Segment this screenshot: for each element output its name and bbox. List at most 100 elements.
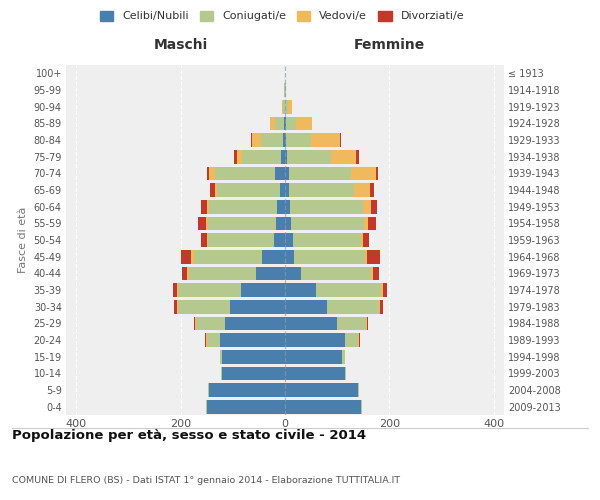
Y-axis label: Fasce di età: Fasce di età (18, 207, 28, 273)
Bar (376, 166, 379, 180)
Bar (289, 166, 351, 180)
Bar (207, 166, 209, 180)
Bar (282, 100, 283, 114)
Bar (285, 300, 327, 314)
Bar (234, 150, 236, 164)
Bar (230, 300, 285, 314)
Bar (281, 150, 285, 164)
Bar (280, 183, 285, 197)
Text: Maschi: Maschi (154, 38, 208, 52)
Bar (285, 166, 289, 180)
Bar (285, 183, 289, 197)
Bar (364, 216, 368, 230)
Bar (187, 266, 188, 280)
Bar (173, 283, 177, 297)
Bar (191, 250, 194, 264)
Bar (285, 100, 287, 114)
Bar (345, 366, 346, 380)
Bar (208, 200, 209, 213)
Bar (345, 333, 358, 347)
Bar (206, 333, 207, 347)
Bar (211, 183, 215, 197)
Bar (177, 300, 178, 314)
Bar (181, 250, 191, 264)
Bar (285, 333, 345, 347)
Bar (201, 200, 208, 213)
Bar (188, 266, 256, 280)
Bar (223, 350, 285, 364)
Bar (207, 400, 285, 413)
Bar (275, 166, 285, 180)
Bar (286, 116, 296, 130)
Bar (343, 350, 345, 364)
Bar (206, 400, 207, 413)
Bar (277, 200, 285, 213)
Bar (285, 250, 295, 264)
Bar (217, 183, 280, 197)
Bar (285, 316, 337, 330)
Bar (241, 283, 285, 297)
Bar (285, 266, 301, 280)
Bar (361, 233, 363, 247)
Bar (358, 383, 359, 397)
Bar (215, 183, 217, 197)
Bar (331, 150, 356, 164)
Bar (285, 133, 286, 147)
Bar (373, 266, 379, 280)
Bar (368, 216, 376, 230)
Text: Popolazione per età, sesso e stato civile - 2014: Popolazione per età, sesso e stato civil… (12, 430, 366, 442)
Bar (356, 150, 359, 164)
Text: COMUNE DI FLERO (BS) - Dati ISTAT 1° gennaio 2014 - Elaborazione TUTTITALIA.IT: COMUNE DI FLERO (BS) - Dati ISTAT 1° gen… (12, 476, 400, 485)
Bar (284, 116, 285, 130)
Bar (242, 150, 281, 164)
Bar (221, 366, 223, 380)
Bar (285, 216, 291, 230)
Bar (285, 383, 358, 397)
Bar (178, 283, 241, 297)
Bar (363, 233, 370, 247)
Bar (182, 266, 187, 280)
Bar (175, 300, 177, 314)
Bar (365, 250, 367, 264)
Bar (215, 166, 275, 180)
Bar (295, 250, 365, 264)
Legend: Celibi/Nubili, Coniugati/e, Vedovi/e, Divorziati/e: Celibi/Nubili, Coniugati/e, Vedovi/e, Di… (100, 10, 464, 22)
Bar (275, 216, 285, 230)
Bar (194, 250, 262, 264)
Bar (271, 116, 275, 130)
Bar (366, 316, 367, 330)
Bar (383, 283, 387, 297)
Bar (285, 283, 316, 297)
Bar (207, 333, 220, 347)
Bar (351, 166, 376, 180)
Bar (287, 100, 292, 114)
Bar (206, 216, 208, 230)
Bar (327, 300, 379, 314)
Bar (290, 200, 363, 213)
Bar (358, 333, 359, 347)
Bar (367, 250, 380, 264)
Bar (283, 133, 285, 147)
Bar (296, 116, 312, 130)
Bar (316, 283, 382, 297)
Bar (370, 183, 374, 197)
Bar (208, 216, 275, 230)
Bar (380, 300, 383, 314)
Bar (194, 316, 196, 330)
Bar (207, 233, 208, 247)
Bar (205, 333, 206, 347)
Bar (285, 116, 286, 130)
Bar (208, 233, 274, 247)
Bar (209, 200, 277, 213)
Bar (262, 250, 285, 264)
Bar (311, 133, 340, 147)
Bar (261, 133, 283, 147)
Bar (220, 333, 285, 347)
Bar (209, 383, 285, 397)
Bar (367, 316, 368, 330)
Bar (285, 366, 345, 380)
Bar (196, 316, 225, 330)
Bar (285, 400, 361, 413)
Bar (275, 116, 284, 130)
Bar (301, 266, 371, 280)
